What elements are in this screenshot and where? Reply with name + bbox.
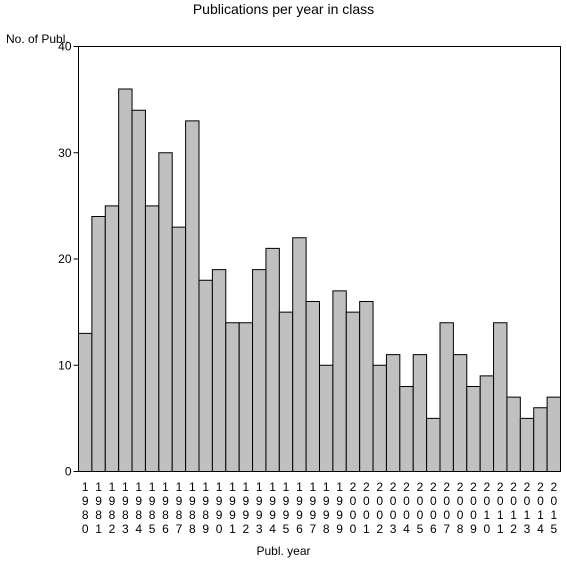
bar-2011	[493, 322, 508, 472]
bar-1982	[104, 205, 120, 472]
bar-1985	[144, 205, 160, 472]
bar-1993	[252, 269, 267, 472]
bar-2004	[399, 386, 414, 472]
bar-1983	[118, 88, 133, 472]
y-tick-label-0: 0	[65, 465, 72, 479]
bar-1989	[198, 279, 213, 472]
bar-2014	[533, 407, 548, 472]
bar-1992	[238, 322, 254, 472]
bar-2012	[506, 396, 521, 472]
bar-1980	[78, 332, 93, 472]
bars-group	[78, 88, 561, 472]
bar-1990	[211, 269, 227, 472]
bar-2002	[372, 364, 387, 472]
bar-1987	[171, 226, 187, 472]
bar-2008	[452, 354, 468, 472]
bar-1996	[292, 237, 307, 472]
y-axis-label: No. of Publ.	[6, 32, 69, 46]
bar-2006	[426, 417, 441, 472]
bar-2010	[479, 375, 495, 472]
bar-2013	[519, 417, 535, 472]
bar-1999	[332, 290, 347, 472]
x-axis: 1 9 8 0 1 9 8 1 1 9 8 2 1 9 8 3 1 9 8 4 1 9 8 5 1 9 8 6 1 9 8 7 1 9 8 8 1 9 8 9…	[82, 480, 558, 536]
bar-1997	[305, 301, 321, 472]
y-tick-label-30: 30	[58, 146, 72, 160]
bar-1991	[225, 322, 240, 472]
y-tick-label-40: 40	[58, 40, 72, 54]
bar-2009	[466, 386, 481, 472]
bar-2001	[359, 301, 374, 472]
bar-2015	[546, 396, 561, 472]
y-axis: 0 10 20 30 40	[58, 40, 79, 479]
plot-frame	[78, 46, 561, 472]
bar-1984	[131, 109, 146, 472]
bar-1981	[91, 216, 106, 472]
bar-2007	[439, 322, 454, 472]
y-tick-label-10: 10	[58, 358, 72, 372]
bar-2000	[345, 311, 361, 472]
bar-2003	[385, 354, 401, 472]
bar-1998	[319, 364, 334, 472]
bar-1995	[278, 311, 294, 472]
bar-1988	[185, 120, 200, 472]
x-axis-label: Publ. year	[256, 544, 311, 558]
y-tick-label-20: 20	[58, 252, 72, 266]
bar-1986	[158, 152, 173, 472]
bar-1994	[265, 247, 280, 472]
bar-2005	[412, 354, 428, 472]
chart-title: Publications per year in class	[192, 1, 375, 17]
